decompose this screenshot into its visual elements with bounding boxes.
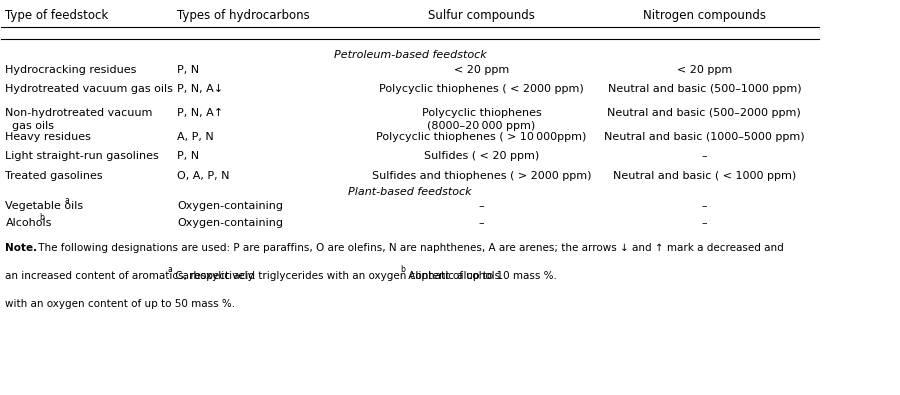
Text: Types of hydrocarbons: Types of hydrocarbons <box>177 9 310 22</box>
Text: –: – <box>479 218 484 228</box>
Text: an increased content of aromatics, respectively.: an increased content of aromatics, respe… <box>5 271 259 281</box>
Text: b: b <box>40 213 44 222</box>
Text: Type of feedstock: Type of feedstock <box>5 9 109 22</box>
Text: Alcohols: Alcohols <box>5 218 52 228</box>
Text: Neutral and basic (500–2000 ppm): Neutral and basic (500–2000 ppm) <box>608 108 801 118</box>
Text: < 20 ppm: < 20 ppm <box>677 65 732 75</box>
Text: Vegetable oils: Vegetable oils <box>5 201 84 211</box>
Text: Heavy residues: Heavy residues <box>5 132 92 141</box>
Text: Oxygen-containing: Oxygen-containing <box>177 201 284 211</box>
Text: P, N, A↓: P, N, A↓ <box>177 84 223 94</box>
Text: Neutral and basic (1000–5000 ppm): Neutral and basic (1000–5000 ppm) <box>604 132 805 141</box>
Text: Carboxylic acid triglycerides with an oxygen content of up to 10 mass %.: Carboxylic acid triglycerides with an ox… <box>172 271 560 281</box>
Text: Hydrocracking residues: Hydrocracking residues <box>5 65 137 75</box>
Text: P, N: P, N <box>177 65 199 75</box>
Text: Neutral and basic ( < 1000 ppm): Neutral and basic ( < 1000 ppm) <box>613 171 796 181</box>
Text: A, P, N: A, P, N <box>177 132 214 141</box>
Text: Light straight-run gasolines: Light straight-run gasolines <box>5 151 159 161</box>
Text: Petroleum-based feedstock: Petroleum-based feedstock <box>334 51 487 60</box>
Text: Oxygen-containing: Oxygen-containing <box>177 218 284 228</box>
Text: Neutral and basic (500–1000 ppm): Neutral and basic (500–1000 ppm) <box>608 84 801 94</box>
Text: –: – <box>701 151 707 161</box>
Text: P, N: P, N <box>177 151 199 161</box>
Text: Sulfides and thiophenes ( > 2000 ppm): Sulfides and thiophenes ( > 2000 ppm) <box>372 171 591 181</box>
Text: Plant-based feedstock: Plant-based feedstock <box>348 186 472 197</box>
Text: Polycyclic thiophenes ( < 2000 ppm): Polycyclic thiophenes ( < 2000 ppm) <box>379 84 584 94</box>
Text: Note.: Note. <box>5 243 38 253</box>
Text: Non-hydrotreated vacuum
  gas oils: Non-hydrotreated vacuum gas oils <box>5 108 153 131</box>
Text: Sulfides ( < 20 ppm): Sulfides ( < 20 ppm) <box>424 151 539 161</box>
Text: P, N, A↑: P, N, A↑ <box>177 108 223 118</box>
Text: The following designations are used: P are paraffins, O are olefins, N are napht: The following designations are used: P a… <box>35 243 784 253</box>
Text: with an oxygen content of up to 50 mass %.: with an oxygen content of up to 50 mass … <box>5 299 236 309</box>
Text: Hydrotreated vacuum gas oils: Hydrotreated vacuum gas oils <box>5 84 174 94</box>
Text: –: – <box>701 218 707 228</box>
Text: Polycyclic thiophenes
(8000–20 000 ppm): Polycyclic thiophenes (8000–20 000 ppm) <box>422 108 542 131</box>
Text: –: – <box>479 201 484 211</box>
Text: –: – <box>701 201 707 211</box>
Text: O, A, P, N: O, A, P, N <box>177 171 230 181</box>
Text: < 20 ppm: < 20 ppm <box>454 65 509 75</box>
Text: Nitrogen compounds: Nitrogen compounds <box>643 9 766 22</box>
Text: Sulfur compounds: Sulfur compounds <box>428 9 535 22</box>
Text: a: a <box>167 265 172 274</box>
Text: Treated gasolines: Treated gasolines <box>5 171 104 181</box>
Text: a: a <box>65 196 69 205</box>
Text: Aliphatic alcohols: Aliphatic alcohols <box>405 271 500 281</box>
Text: Polycyclic thiophenes ( > 10 000ppm): Polycyclic thiophenes ( > 10 000ppm) <box>376 132 587 141</box>
Text: b: b <box>400 265 405 274</box>
